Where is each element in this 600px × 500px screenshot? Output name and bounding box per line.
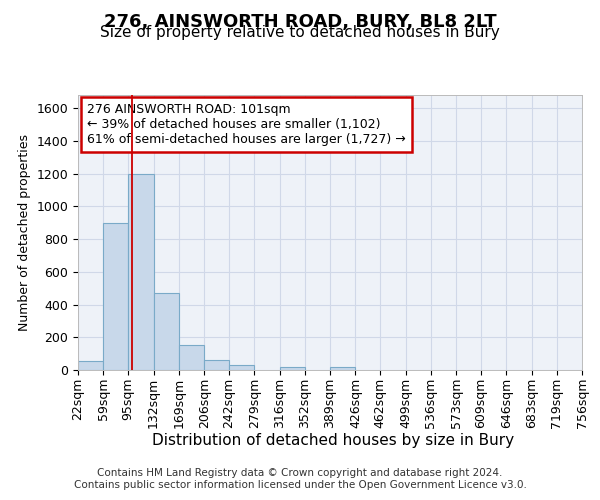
- Bar: [229, 365, 254, 370]
- Text: Contains HM Land Registry data © Crown copyright and database right 2024.
Contai: Contains HM Land Registry data © Crown c…: [74, 468, 526, 490]
- Bar: [78, 361, 103, 370]
- Bar: [103, 222, 128, 370]
- Text: 276 AINSWORTH ROAD: 101sqm
← 39% of detached houses are smaller (1,102)
61% of s: 276 AINSWORTH ROAD: 101sqm ← 39% of deta…: [87, 103, 406, 146]
- Bar: [330, 366, 355, 370]
- Bar: [128, 174, 154, 370]
- Bar: [154, 293, 179, 370]
- Bar: [205, 360, 229, 370]
- Y-axis label: Number of detached properties: Number of detached properties: [18, 134, 31, 331]
- Bar: [179, 346, 205, 370]
- Bar: [280, 366, 305, 370]
- Text: Size of property relative to detached houses in Bury: Size of property relative to detached ho…: [100, 25, 500, 40]
- Text: 276, AINSWORTH ROAD, BURY, BL8 2LT: 276, AINSWORTH ROAD, BURY, BL8 2LT: [104, 12, 496, 30]
- Text: Distribution of detached houses by size in Bury: Distribution of detached houses by size …: [152, 432, 514, 448]
